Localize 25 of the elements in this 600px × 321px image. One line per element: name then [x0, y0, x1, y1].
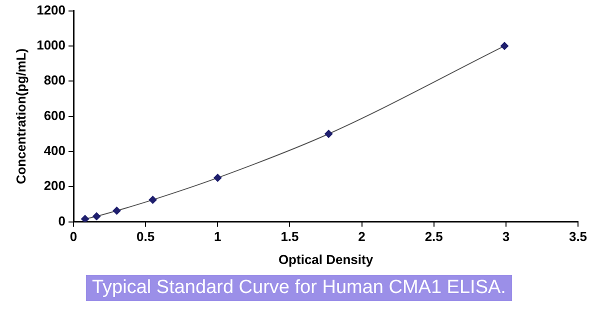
y-tick-label: 800: [44, 72, 66, 88]
x-tick-label: 3: [502, 229, 510, 244]
x-tick-label: 2.5: [424, 229, 443, 244]
point: [214, 174, 222, 182]
point: [500, 42, 508, 50]
y-tick-label: 600: [44, 108, 66, 123]
x-axis-title: Optical Density: [278, 252, 374, 267]
x-tick-label: 2: [358, 229, 366, 244]
point: [324, 130, 333, 138]
point: [81, 214, 90, 222]
point: [112, 206, 121, 215]
y-tick-label: 1200: [36, 2, 66, 18]
y-tick-label: 0: [58, 213, 66, 228]
point: [92, 212, 101, 220]
text: Typical Standard Curve for Human CMA1 ELISA.: [86, 275, 512, 301]
x-tick-label: 1: [214, 229, 222, 244]
x-tick-label: 3.5: [568, 229, 588, 244]
x-tick-label: 0.5: [136, 229, 155, 244]
y-tick-label: 400: [44, 143, 66, 158]
y-tick-label: 1000: [36, 38, 66, 53]
point: [148, 196, 157, 204]
x-tick-label: 0: [70, 229, 78, 244]
y-axis-title: Concentration(pg/mL): [13, 48, 28, 184]
x-tick-label: 1.5: [280, 229, 299, 244]
y-tick-label: 200: [44, 178, 66, 194]
